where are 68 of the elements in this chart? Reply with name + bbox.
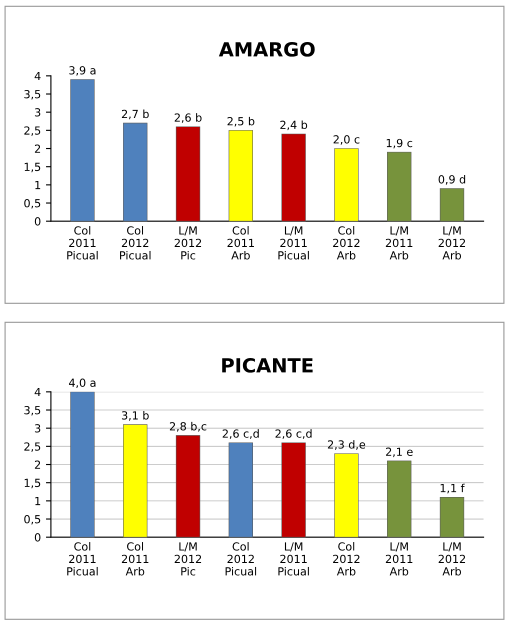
bar bbox=[176, 435, 200, 538]
x-tick-label: L/M 2011 Picual bbox=[278, 226, 309, 260]
x-tick-label: L/M 2011 Arb bbox=[386, 226, 412, 260]
bar bbox=[440, 188, 464, 222]
bar bbox=[387, 152, 412, 222]
y-tick-label: 4 bbox=[34, 388, 41, 396]
y-tick-label: 3,5 bbox=[24, 406, 40, 416]
x-tick-label: Col 2011 Arb bbox=[228, 226, 254, 260]
bar bbox=[334, 453, 359, 538]
bar bbox=[228, 442, 253, 538]
x-tick-label: L/M 2012 Pic bbox=[174, 226, 202, 260]
data-label: 2,6 b bbox=[174, 113, 202, 123]
data-label: 3,1 b bbox=[122, 411, 149, 421]
y-tick-label: 1,5 bbox=[24, 478, 40, 488]
bar bbox=[70, 79, 95, 222]
y-tick-label: 3,5 bbox=[24, 90, 40, 100]
data-label: 2,6 c,d bbox=[222, 429, 259, 439]
y-tick-label: 0,5 bbox=[24, 199, 40, 209]
y-tick-label: 2 bbox=[34, 460, 40, 469]
data-label: 1,1 f bbox=[440, 484, 465, 494]
y-tick-label: 1 bbox=[35, 180, 40, 190]
x-tick-label: L/M 2011 Arb bbox=[386, 542, 412, 576]
x-tick-label: Col 2012 Picual bbox=[226, 542, 256, 576]
bar bbox=[281, 134, 306, 222]
chart-title: PICANTE bbox=[222, 358, 313, 373]
bar bbox=[70, 392, 95, 538]
x-tick-label: Col 2012 Arb bbox=[333, 226, 360, 260]
data-label: 2,4 b bbox=[280, 120, 308, 130]
y-tick-label: 3 bbox=[34, 108, 40, 117]
y-tick-label: 0 bbox=[34, 217, 40, 226]
y-tick-label: 4 bbox=[34, 72, 41, 80]
bar bbox=[387, 460, 412, 538]
x-tick-label: Col 2011 Arb bbox=[122, 542, 148, 576]
y-tick-label: 3 bbox=[34, 424, 40, 433]
x-tick-label: L/M 2012 Arb bbox=[438, 542, 466, 576]
x-tick-label: L/M 2012 Arb bbox=[438, 226, 466, 260]
y-tick-label: 2,5 bbox=[24, 442, 40, 452]
x-tick-label: Col 2011 Picual bbox=[67, 542, 98, 576]
x-tick-label: Col 2012 Picual bbox=[120, 226, 150, 260]
data-label: 0,9 d bbox=[438, 174, 466, 185]
bar bbox=[228, 130, 253, 222]
y-tick-label: 1 bbox=[35, 496, 40, 506]
x-tick-label: L/M 2011 Picual bbox=[278, 542, 309, 576]
data-label: 2,5 b bbox=[228, 116, 254, 127]
chart-title: AMARGO bbox=[218, 42, 315, 57]
y-tick-label: 1,5 bbox=[24, 162, 40, 172]
data-label: 3,9 a bbox=[69, 66, 96, 76]
x-tick-label: L/M 2012 Pic bbox=[174, 542, 202, 576]
bar bbox=[123, 424, 148, 538]
data-label: 2,3 d,e bbox=[328, 440, 366, 450]
x-tick-label: Col 2012 Arb bbox=[333, 542, 360, 576]
data-label: 2,1 e bbox=[386, 448, 413, 458]
y-tick-label: 0,5 bbox=[24, 515, 40, 525]
data-label: 2,6 c,d bbox=[275, 429, 312, 439]
bar bbox=[440, 496, 464, 538]
y-tick-label: 0 bbox=[34, 533, 40, 542]
bar bbox=[176, 126, 200, 222]
data-label: 4,0 a bbox=[68, 378, 96, 388]
data-label: 2,7 b bbox=[122, 110, 149, 120]
x-tick-label: Col 2011 Picual bbox=[67, 226, 98, 260]
data-label: 2,0 c bbox=[334, 135, 360, 145]
bar bbox=[281, 442, 306, 538]
bar bbox=[334, 148, 359, 222]
y-tick-label: 2 bbox=[34, 144, 40, 153]
y-tick-label: 2,5 bbox=[24, 126, 40, 136]
bar bbox=[123, 122, 148, 222]
data-label: 1,9 c bbox=[386, 138, 412, 148]
data-label: 2,8 b,c bbox=[170, 422, 206, 432]
